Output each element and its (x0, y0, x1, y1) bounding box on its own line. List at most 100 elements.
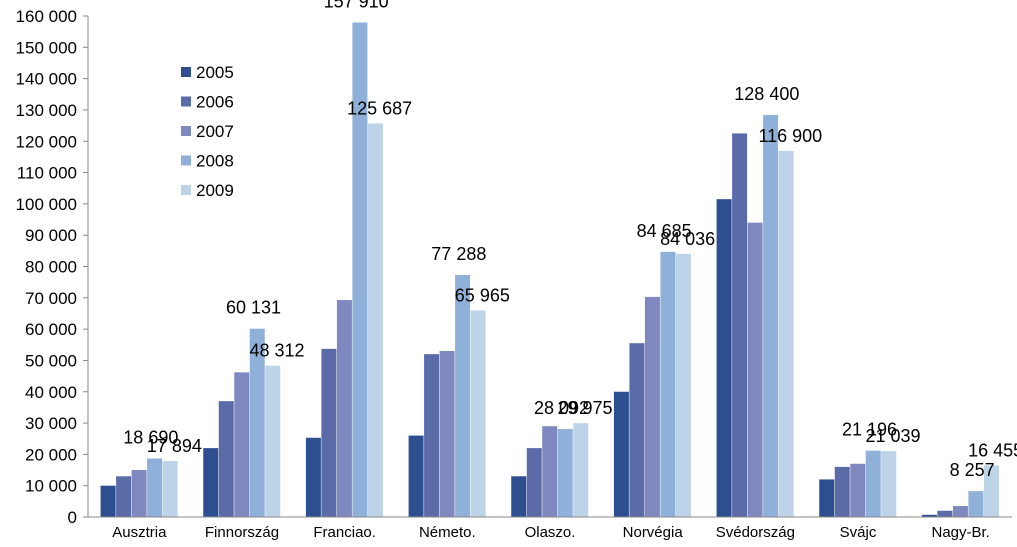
bar-2005 (921, 514, 937, 517)
bar-2009 (983, 465, 999, 517)
data-label: 116 900 (758, 126, 822, 146)
bar-2005 (305, 437, 321, 517)
bar-2007 (644, 296, 660, 517)
data-label: 21 039 (865, 426, 920, 446)
x-tick-label: Olaszo. (525, 524, 576, 541)
y-tick-label: 110 000 (17, 164, 77, 183)
bar-2005 (100, 485, 116, 517)
x-axis: Ausztria Finnország Franciao. Németo. Olaszo… (112, 524, 990, 541)
bar-2006 (629, 343, 645, 517)
y-tick-label: 140 000 (16, 70, 77, 89)
legend-swatch-2008 (181, 155, 191, 166)
bar-2008 (147, 458, 163, 517)
bar-2005 (408, 435, 424, 517)
bar-2009 (675, 253, 691, 517)
bar-2007 (131, 470, 147, 517)
bar-2008 (968, 491, 984, 517)
bar-2006 (218, 401, 234, 517)
x-tick-label: Svájc (840, 524, 877, 541)
bar-2007 (234, 372, 250, 517)
legend-label: 2006 (196, 93, 234, 112)
y-tick-label: 50 000 (25, 351, 77, 370)
data-label: 157 910 (324, 0, 389, 12)
data-label: 17 894 (147, 436, 202, 456)
bar-2009 (265, 365, 281, 517)
x-tick-label: Norvégia (623, 524, 684, 541)
y-tick-label: 40 000 (25, 383, 77, 402)
bar-2006 (321, 348, 337, 517)
data-label: 84 036 (660, 229, 715, 249)
bar-2009 (881, 451, 897, 517)
y-tick-label: 130 000 (16, 101, 77, 120)
x-tick-label: Franciao. (313, 524, 376, 541)
legend: 2005 2006 2007 2008 2009 (150, 55, 268, 205)
bar-2006 (937, 510, 953, 517)
bar-2005 (613, 391, 629, 517)
legend-label: 2009 (196, 181, 234, 200)
bar-2009 (470, 310, 486, 517)
bar-2008 (455, 274, 471, 517)
x-tick-label: Németo. (419, 524, 476, 541)
bar-2007 (439, 351, 455, 517)
legend-swatch-2009 (181, 185, 191, 195)
bar-2008 (249, 328, 265, 517)
y-tick-label: 0 (68, 508, 77, 527)
bar-2009 (367, 123, 383, 518)
bar-2006 (424, 354, 440, 517)
legend-label: 2007 (196, 122, 234, 141)
bar-2005 (203, 448, 219, 517)
bar-2005 (819, 479, 835, 517)
x-tick-label: Svédország (716, 524, 795, 541)
y-tick-label: 80 000 (25, 258, 77, 277)
bar-2007 (747, 222, 763, 517)
y-tick-label: 120 000 (16, 132, 77, 151)
legend-swatch-2006 (181, 96, 191, 107)
legend-label: 2005 (196, 63, 234, 82)
data-label: 29 975 (557, 398, 612, 418)
data-label: 128 400 (734, 84, 799, 104)
y-tick-label: 60 000 (25, 320, 77, 339)
bar-2007 (336, 300, 352, 517)
data-label: 60 131 (226, 298, 281, 318)
bar-2009 (778, 150, 794, 517)
bar-2005 (716, 199, 732, 517)
legend-swatch-2007 (181, 126, 191, 136)
bar-2005 (511, 476, 527, 517)
y-tick-label: 30 000 (25, 414, 77, 433)
data-label: 48 312 (249, 341, 304, 361)
bar-2007 (850, 463, 866, 517)
data-label: 125 687 (347, 98, 412, 118)
y-tick-label: 90 000 (25, 226, 77, 245)
data-label: 84 685 (637, 221, 692, 241)
y-tick-label: 20 000 (25, 445, 77, 464)
bar-2006 (526, 448, 542, 517)
bar-2006 (834, 466, 850, 517)
x-tick-label: Finnország (205, 524, 279, 541)
data-label: 16 455 (968, 440, 1017, 460)
bar-2006 (732, 133, 748, 517)
bar-2008 (660, 251, 676, 518)
y-tick-label: 150 000 (16, 38, 77, 57)
legend-label: 2008 (196, 152, 234, 171)
x-tick-label: Ausztria (112, 524, 167, 541)
data-label: 18 690 (123, 427, 178, 447)
y-tick-label: 160 000 (16, 7, 77, 26)
legend-box (150, 55, 268, 205)
x-tick-label: Nagy-Br. (931, 524, 989, 541)
legend-swatch-2005 (181, 67, 191, 77)
bar-2007 (542, 426, 558, 517)
data-label: 28 092 (534, 398, 589, 418)
bar-2009 (162, 460, 178, 517)
bar-2009 (573, 423, 589, 517)
y-tick-label: 100 000 (16, 195, 77, 214)
bars (100, 22, 999, 518)
bar-2007 (952, 506, 968, 517)
data-label: 21 196 (842, 420, 897, 440)
y-tick-label: 70 000 (25, 289, 77, 308)
bar-2006 (116, 476, 132, 517)
y-axis: 0 10 000 20 000 30 000 40 000 50 000 60 000 70 … (16, 7, 88, 527)
bar-2008 (763, 114, 779, 517)
data-label: 65 965 (455, 285, 510, 305)
